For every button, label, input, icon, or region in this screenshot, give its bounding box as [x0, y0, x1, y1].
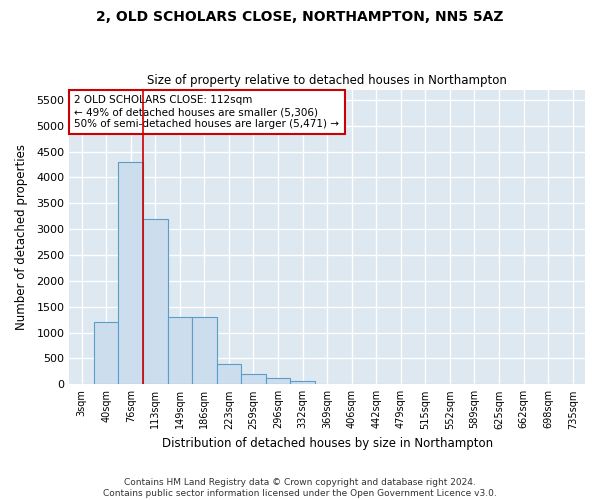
Bar: [217, 364, 241, 384]
Bar: [266, 378, 290, 384]
X-axis label: Distribution of detached houses by size in Northampton: Distribution of detached houses by size …: [161, 437, 493, 450]
Text: Contains HM Land Registry data © Crown copyright and database right 2024.
Contai: Contains HM Land Registry data © Crown c…: [103, 478, 497, 498]
Bar: [118, 162, 143, 384]
Bar: [94, 322, 118, 384]
Text: 2, OLD SCHOLARS CLOSE, NORTHAMPTON, NN5 5AZ: 2, OLD SCHOLARS CLOSE, NORTHAMPTON, NN5 …: [96, 10, 504, 24]
Y-axis label: Number of detached properties: Number of detached properties: [15, 144, 28, 330]
Title: Size of property relative to detached houses in Northampton: Size of property relative to detached ho…: [147, 74, 507, 87]
Bar: [241, 374, 266, 384]
Bar: [143, 219, 167, 384]
Bar: [290, 381, 315, 384]
Bar: [192, 317, 217, 384]
Text: 2 OLD SCHOLARS CLOSE: 112sqm
← 49% of detached houses are smaller (5,306)
50% of: 2 OLD SCHOLARS CLOSE: 112sqm ← 49% of de…: [74, 96, 340, 128]
Bar: [167, 317, 192, 384]
